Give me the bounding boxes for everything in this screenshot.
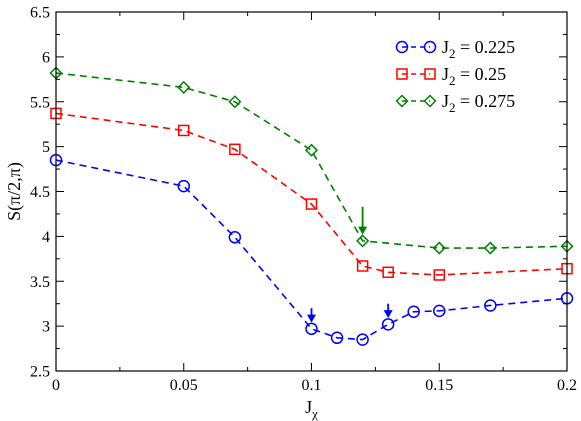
series-0-point-3: [305, 322, 318, 336]
legend-label-1: J2 = 0.25: [442, 64, 506, 88]
series-2-point-6: [483, 241, 497, 255]
x-tick-label-3: 0.15: [425, 377, 453, 394]
x-tick-label-1: 0.05: [170, 377, 198, 394]
y-tick-label-2: 3.5: [30, 274, 50, 291]
plot-area: [49, 66, 574, 346]
series-2-point-3: [304, 143, 319, 157]
legend-marker-right-2: [423, 94, 437, 108]
series-0-point-9: [484, 299, 497, 312]
series-2-point-1: [177, 80, 191, 94]
series-0-point-5: [356, 333, 369, 346]
legend: J2 = 0.225 J2 = 0.25 J2 = 0.275: [395, 37, 515, 115]
series-2-point-5: [432, 241, 446, 255]
series-line-2: [55, 72, 568, 249]
y-tick-label-5: 5: [42, 139, 50, 156]
legend-label-0: J2 = 0.225: [442, 37, 515, 61]
y-tick-label-0: 2.5: [30, 364, 50, 381]
series-line-0: [55, 159, 568, 341]
legend-marker-right-1: [424, 68, 436, 80]
series-0-point-1: [177, 179, 190, 193]
series-1-point-1: [178, 124, 190, 137]
x-axis-label: Jχ: [305, 397, 318, 421]
legend-marker-right-0: [423, 40, 437, 54]
legend-item-2: J2 = 0.275: [395, 91, 515, 115]
legend-item-0: J2 = 0.225: [395, 37, 515, 61]
series-1-point-6: [433, 269, 445, 281]
y-tick-label-4: 4.5: [30, 184, 50, 201]
y-tick-label-3: 4: [42, 229, 50, 246]
legend-marker-left-1: [396, 68, 408, 80]
annotation-arrowhead-1: [383, 310, 393, 319]
series-2-point-4: [356, 234, 370, 248]
x-tick-label-2: 0.1: [302, 377, 322, 394]
series-0-point-7: [407, 305, 420, 319]
annotation-arrowhead-0: [307, 314, 316, 323]
series-1-point-4: [356, 260, 369, 272]
series-line-1: [55, 112, 568, 276]
x-tick-label-4: 0.2: [557, 377, 577, 394]
series-0-point-8: [433, 304, 446, 318]
x-tick-label-0: 0: [52, 377, 60, 394]
legend-item-1: J2 = 0.25: [396, 64, 506, 88]
series-1-point-3: [305, 198, 318, 210]
y-tick-label-6: 5.5: [30, 94, 50, 111]
legend-marker-left-0: [395, 40, 409, 54]
legend-label-2: J2 = 0.275: [442, 91, 515, 115]
series-1-point-5: [382, 266, 394, 279]
series-0-point-4: [330, 331, 344, 345]
y-tick-label-7: 6: [42, 49, 50, 66]
axes: 0 0.05 0.1 0.15 0.2 2.5 3 3.5 4 4.5 5 5.5 6 6.5 Jχ S(π/…: [4, 5, 577, 421]
series-0-point-2: [228, 231, 242, 244]
annotation-arrowhead-2: [358, 226, 368, 235]
series-1-point-2: [229, 143, 241, 156]
y-tick-label-1: 3: [42, 319, 50, 336]
series-0-point-6: [381, 318, 395, 331]
series-2-point-2: [228, 95, 242, 109]
y-tick-label-8: 6.5: [30, 5, 50, 22]
y-axis-label: S(π/2,π): [4, 162, 25, 221]
legend-marker-left-2: [395, 94, 409, 108]
